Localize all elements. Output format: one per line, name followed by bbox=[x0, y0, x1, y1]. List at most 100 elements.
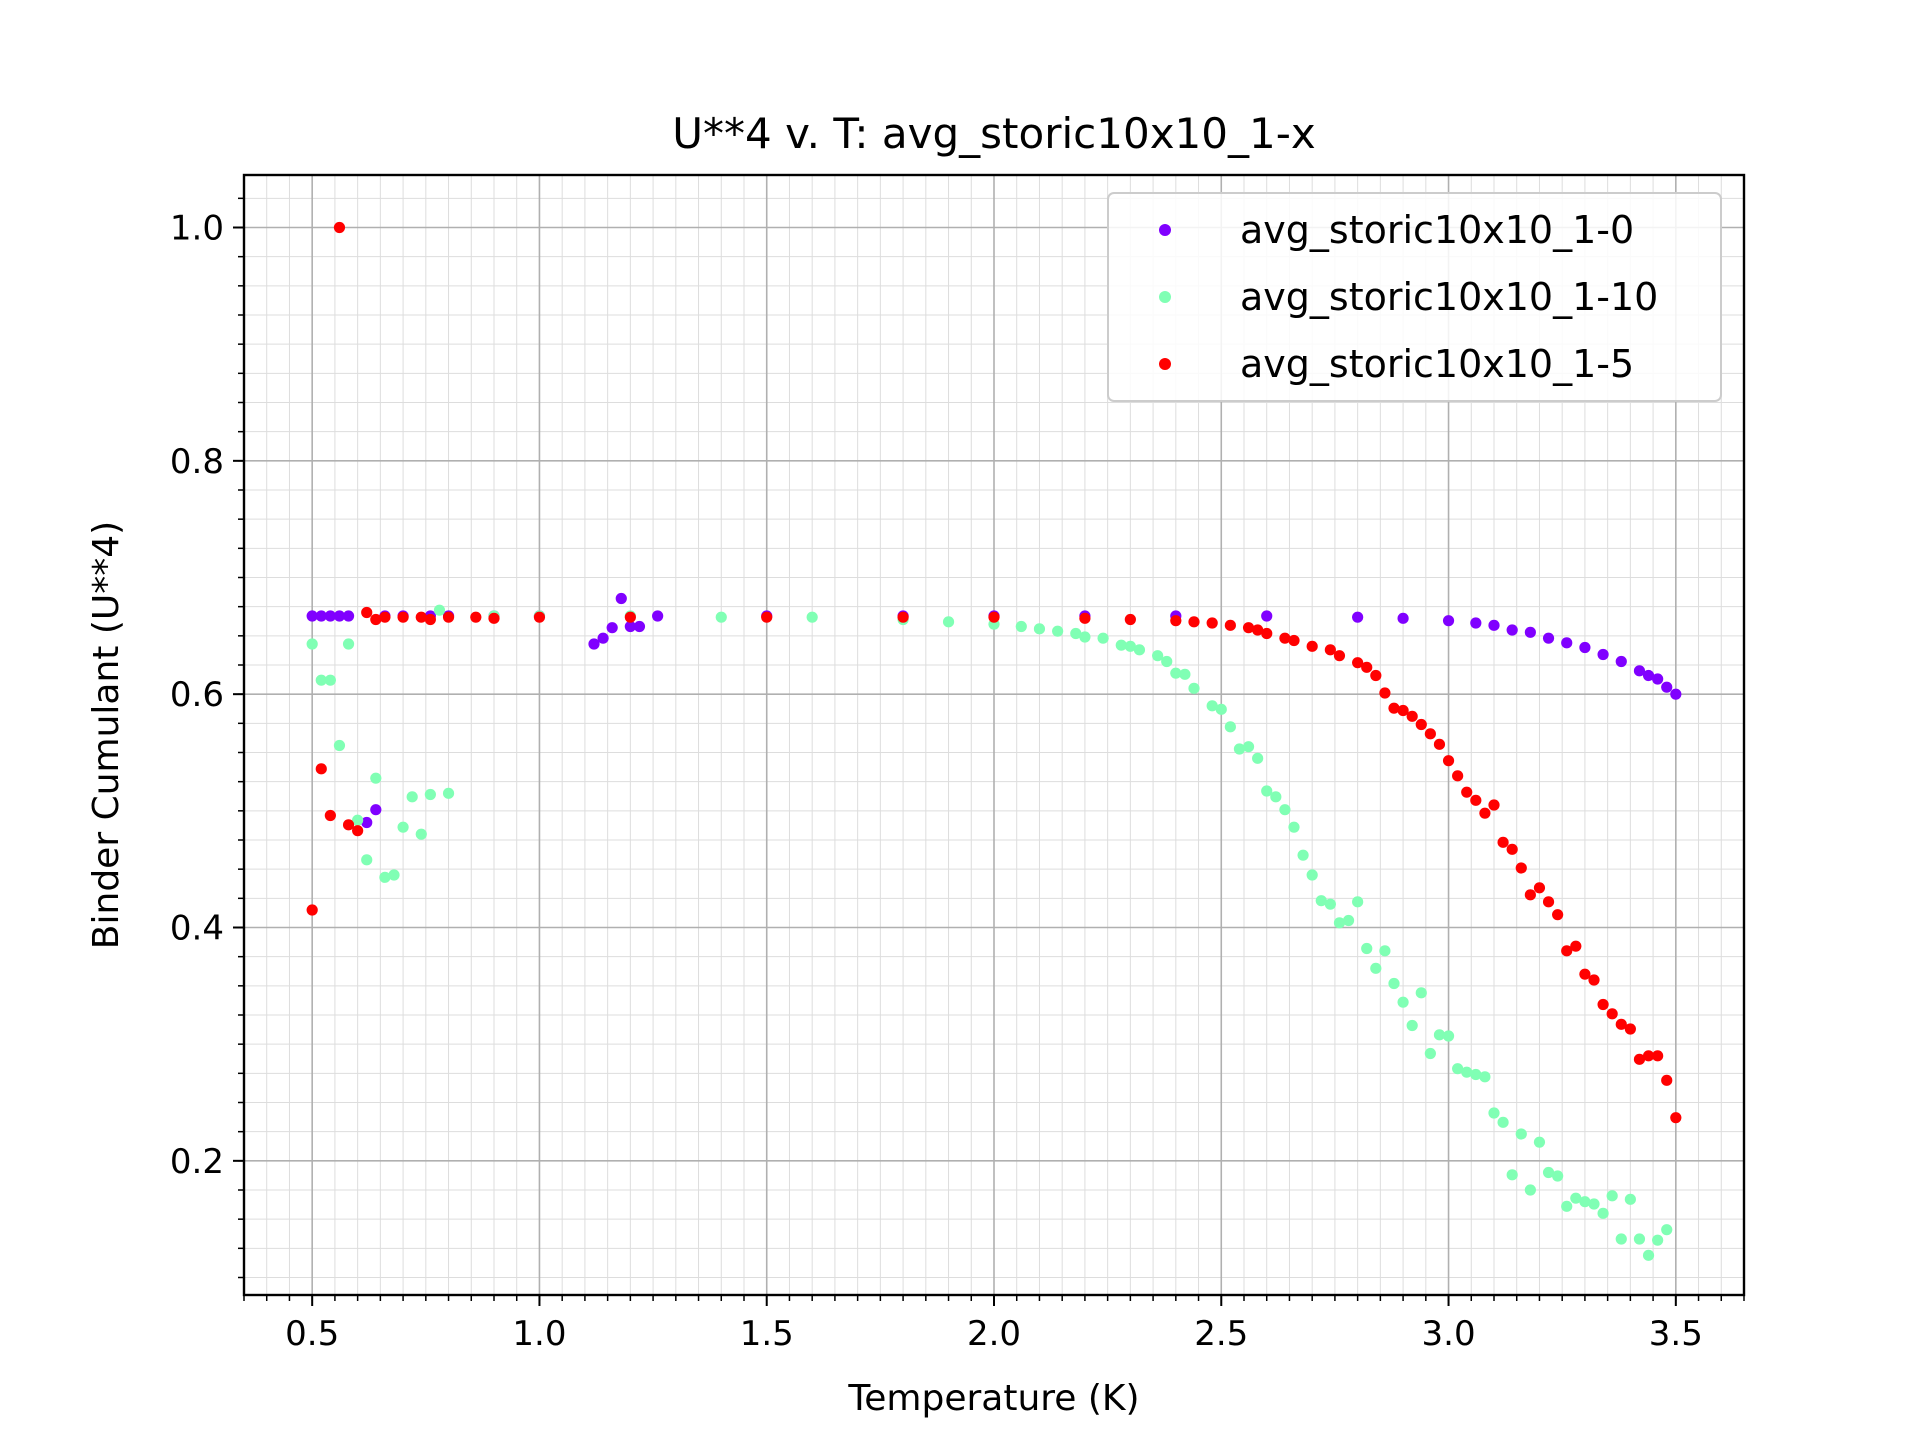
data-point bbox=[1424, 1047, 1436, 1060]
data-point bbox=[1606, 1008, 1618, 1020]
data-point bbox=[1033, 623, 1046, 635]
data-point bbox=[324, 610, 336, 622]
data-point bbox=[1097, 632, 1109, 644]
data-point bbox=[1270, 791, 1282, 803]
data-point bbox=[306, 638, 318, 650]
data-point bbox=[370, 804, 382, 816]
data-point bbox=[624, 620, 636, 633]
data-point bbox=[1370, 669, 1382, 682]
data-point bbox=[1361, 661, 1373, 673]
data-point bbox=[1324, 898, 1336, 910]
data-point bbox=[1615, 1233, 1627, 1245]
data-point bbox=[1442, 1030, 1455, 1042]
data-point bbox=[1452, 1063, 1464, 1075]
data-point bbox=[342, 610, 355, 622]
data-point bbox=[1115, 639, 1127, 651]
data-point bbox=[1597, 1207, 1609, 1219]
data-point bbox=[1633, 1233, 1646, 1245]
data-point bbox=[1515, 862, 1527, 874]
data-point bbox=[624, 611, 636, 623]
data-point bbox=[1488, 1107, 1500, 1119]
data-point bbox=[1624, 1193, 1636, 1205]
data-point bbox=[588, 638, 600, 650]
legend-label: avg_storic10x10_1-10 bbox=[1240, 275, 1658, 319]
data-point bbox=[1379, 687, 1391, 699]
data-point bbox=[1242, 622, 1255, 634]
x-tick-label: 1.0 bbox=[512, 1314, 566, 1354]
data-point bbox=[1288, 821, 1300, 833]
data-point bbox=[1288, 634, 1300, 647]
data-point bbox=[1124, 613, 1136, 626]
data-point bbox=[1533, 882, 1546, 894]
chart-title: U**4 v. T: avg_storic10x10_1-x bbox=[672, 109, 1315, 158]
y-axis-label: Binder Cumulant (U**4) bbox=[86, 521, 127, 949]
data-point bbox=[1524, 889, 1536, 901]
data-point bbox=[1515, 1128, 1527, 1140]
data-point bbox=[1442, 615, 1455, 627]
data-point bbox=[488, 612, 500, 624]
data-point bbox=[1561, 1200, 1573, 1212]
data-point bbox=[1570, 1192, 1582, 1204]
data-point bbox=[342, 819, 355, 831]
data-point bbox=[1615, 1018, 1627, 1030]
y-tick-label: 0.6 bbox=[170, 675, 224, 715]
data-point bbox=[1552, 909, 1564, 921]
data-point bbox=[597, 632, 609, 644]
data-point bbox=[761, 611, 773, 623]
data-point bbox=[1188, 616, 1200, 628]
y-tick-label: 0.8 bbox=[170, 442, 224, 482]
data-point bbox=[442, 787, 455, 799]
legend-marker bbox=[1159, 224, 1171, 236]
data-point bbox=[342, 638, 355, 650]
data-point bbox=[1670, 688, 1682, 700]
data-point bbox=[379, 871, 391, 883]
x-tick-label: 3.0 bbox=[1422, 1314, 1476, 1354]
data-point bbox=[988, 611, 1000, 623]
data-point bbox=[633, 620, 646, 633]
data-point bbox=[1670, 1112, 1682, 1124]
data-point bbox=[1070, 627, 1082, 640]
data-point bbox=[1642, 1249, 1655, 1261]
legend-label: avg_storic10x10_1-0 bbox=[1240, 208, 1634, 252]
data-point bbox=[1224, 619, 1236, 631]
data-point bbox=[1597, 648, 1609, 661]
data-point bbox=[1579, 641, 1591, 654]
data-point bbox=[1588, 974, 1600, 986]
data-point bbox=[1470, 617, 1482, 629]
data-point bbox=[1506, 624, 1518, 636]
data-point bbox=[388, 869, 400, 881]
data-point bbox=[1506, 1169, 1518, 1181]
data-point bbox=[1170, 667, 1182, 679]
data-point bbox=[1152, 650, 1164, 662]
legend: avg_storic10x10_1-0 avg_storic10x10_1-10a… bbox=[1107, 192, 1722, 402]
data-point bbox=[1506, 843, 1518, 855]
data-point bbox=[1397, 612, 1409, 624]
data-point bbox=[1497, 1116, 1509, 1128]
data-point bbox=[1306, 640, 1318, 652]
data-point bbox=[1470, 794, 1482, 806]
data-point bbox=[1333, 650, 1346, 662]
x-tick-label: 3.5 bbox=[1649, 1314, 1703, 1354]
data-point bbox=[315, 763, 327, 775]
data-point bbox=[1333, 917, 1346, 929]
data-point bbox=[415, 828, 427, 840]
data-point bbox=[1524, 626, 1536, 638]
data-point bbox=[1524, 1184, 1536, 1196]
data-point bbox=[470, 611, 482, 623]
data-point bbox=[1133, 644, 1146, 656]
data-point bbox=[1397, 996, 1409, 1008]
data-point bbox=[1461, 1066, 1473, 1078]
data-point bbox=[615, 592, 627, 605]
data-point bbox=[1206, 700, 1218, 712]
data-point bbox=[1424, 728, 1436, 740]
data-point bbox=[942, 616, 955, 628]
data-point bbox=[1379, 945, 1391, 957]
data-point bbox=[1397, 704, 1409, 717]
data-point bbox=[715, 611, 727, 623]
data-point bbox=[1661, 1224, 1673, 1236]
data-point bbox=[1415, 718, 1427, 731]
data-point bbox=[1324, 644, 1336, 656]
data-point bbox=[1352, 657, 1364, 669]
data-point bbox=[1252, 624, 1264, 636]
